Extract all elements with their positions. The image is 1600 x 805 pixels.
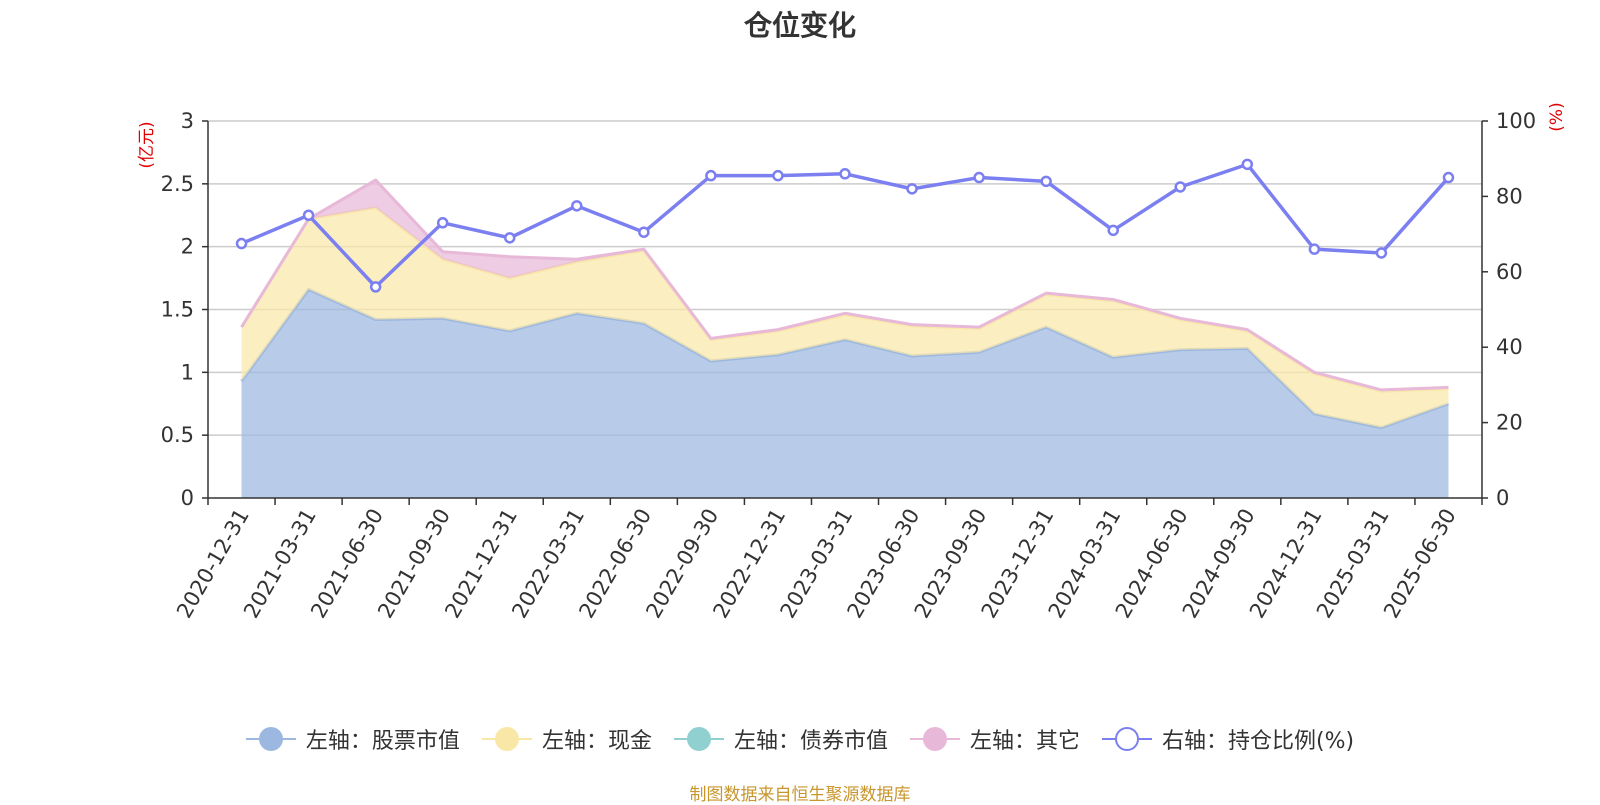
chart-title: 仓位变化 [743,9,856,42]
area-左轴：股票市值 [241,289,1449,498]
y-right-tick-label: 40 [1496,335,1523,359]
y-axis-left-label: (亿元) [137,121,157,168]
y-right-tick-label: 0 [1496,486,1509,510]
line-point [571,200,583,212]
line-point [369,281,382,293]
line-point [906,183,918,195]
legend-label: 左轴：其它 [969,729,1080,754]
source-note: 制图数据来自恒生聚源数据库 [689,785,911,805]
line-point [772,169,784,182]
y-right-tick-label: 100 [1496,109,1536,133]
legend-symbol [1101,726,1152,752]
line-point [1107,224,1119,237]
line-series [235,158,1455,293]
x-tick-label: 2025-06-30 [1379,505,1461,623]
line-point [503,232,516,244]
legend-label: 左轴：股票市值 [305,729,460,754]
area-edge-左轴：其它 [240,178,1449,392]
y-left-tick-label: 3 [181,109,194,133]
line-point [1308,243,1321,255]
line-point [839,168,851,180]
legend-symbol [909,726,960,752]
legend-symbol [481,726,532,752]
y-right-tick-label: 20 [1496,411,1523,435]
y-left-tick-label: 1.5 [161,298,194,322]
legend-item[interactable]: 右轴：持仓比例(%) [1101,723,1355,755]
legend-dot [922,727,947,751]
legend-dot [1114,727,1139,751]
line-point [302,209,315,221]
legend-dot [494,727,519,751]
line-point [1174,181,1187,193]
legend-item[interactable]: 左轴：债券市值 [673,723,888,755]
y-left-tick-label: 2 [181,235,194,259]
line-point [1241,158,1254,171]
y-left-tick-label: 2.5 [161,172,194,196]
line-point [1442,171,1455,184]
line-point [235,237,248,250]
legend-item[interactable]: 左轴：股票市值 [245,723,460,755]
line-point [973,171,985,184]
legend-dot [686,727,711,751]
y-left-tick-label: 1 [181,360,194,384]
line-point [705,169,717,182]
chart-canvas: 00.511.522.530204060801002020-12-312021-… [137,102,1567,623]
y-right-tick-label: 80 [1496,184,1523,208]
area-左轴：其它 [241,180,1449,392]
legend-symbol [673,726,724,752]
legend-item[interactable]: 左轴：现金 [481,723,652,755]
legend-label: 右轴：持仓比例(%) [1161,729,1355,754]
area-series [240,178,1449,498]
line-point [436,217,449,229]
y-left-tick-label: 0 [181,486,194,510]
area-左轴：现金 [241,207,1449,428]
line-point [1040,175,1052,188]
legend-symbol [245,726,296,752]
line-point [638,226,650,238]
y-left-tick-label: 0.5 [161,423,194,447]
line-point [1375,247,1388,259]
legend-item[interactable]: 左轴：其它 [909,723,1080,755]
legend-label: 左轴：现金 [541,729,652,754]
legend: 左轴：股票市值 左轴：现金 左轴：债券市值 左轴：其它 右轴：持仓比例(%) [0,722,1600,756]
y-right-tick-label: 60 [1496,260,1523,284]
legend-label: 左轴：债券市值 [733,729,888,754]
y-axis-right-label: (%) [1547,102,1567,131]
legend-dot [258,727,283,751]
